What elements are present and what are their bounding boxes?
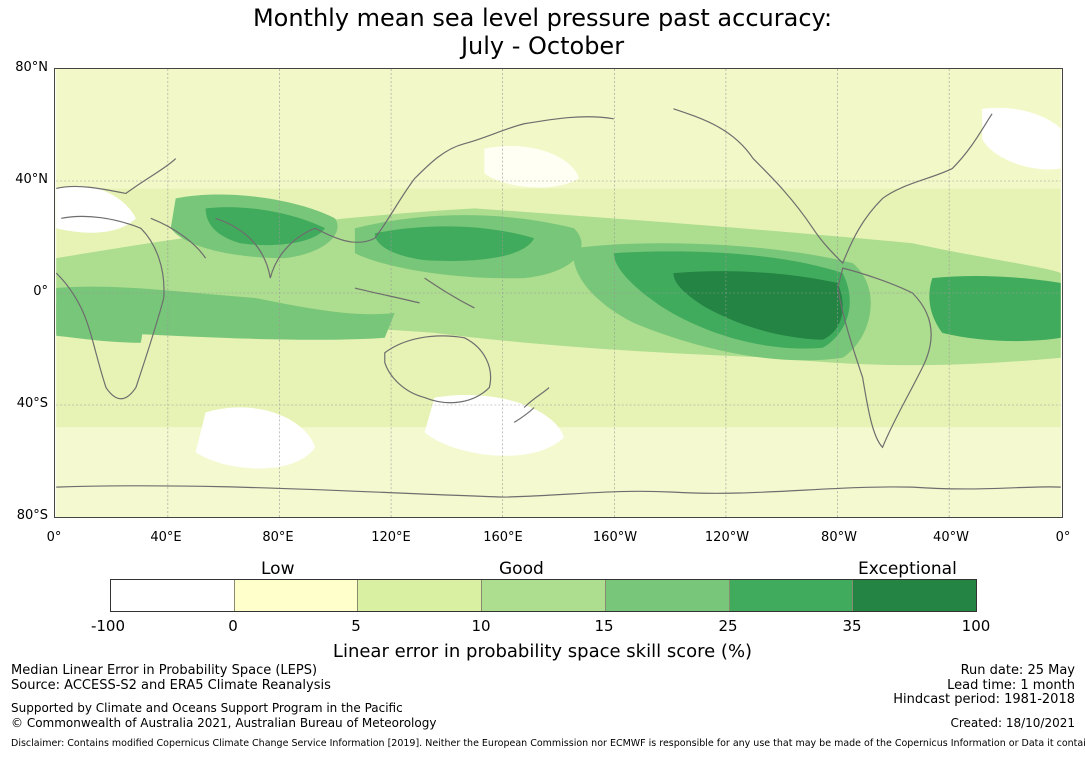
skill-map — [54, 68, 1063, 518]
colorbar-tick: 35 — [842, 617, 862, 635]
coast-australia — [384, 335, 492, 404]
colorbar-swatch-1 — [234, 580, 359, 611]
category-exceptional: Exceptional — [858, 559, 957, 579]
zone-white-1 — [195, 407, 316, 469]
lat-tick-0: 0° — [33, 284, 48, 299]
info-run-date: Run date: 25 May — [960, 663, 1075, 678]
colorbar-tick: 10 — [471, 617, 491, 635]
skill-map-canvas — [55, 69, 1061, 517]
zone-white-4 — [484, 145, 579, 188]
zone-white-5 — [982, 107, 1061, 170]
colorbar-swatch-5 — [729, 580, 854, 611]
lon-tick-40w: 40°W — [933, 530, 969, 545]
zone-light-north — [56, 69, 1061, 189]
skill-zones — [56, 69, 1061, 517]
coast-europe-africa — [55, 158, 177, 400]
map-title: Monthly mean sea level pressure past acc… — [0, 4, 1085, 60]
colorbar-swatch-6 — [853, 580, 977, 611]
lon-tick-80w: 80°W — [821, 530, 857, 545]
lon-tick-160w: 160°W — [592, 530, 638, 545]
coast-arabia-india — [150, 217, 316, 279]
lat-tick-40n: 40°N — [15, 172, 48, 187]
category-low: Low — [261, 559, 295, 579]
lon-tick-80e: 80°E — [262, 530, 294, 545]
zone-green-atlantic — [929, 276, 1061, 342]
lat-tick-80s: 80°S — [16, 508, 48, 523]
coast-east-asia — [314, 116, 614, 243]
info-supported: Supported by Climate and Oceans Support … — [11, 701, 403, 715]
lon-tick-120e: 120°E — [371, 530, 411, 545]
info-copyright: © Commonwealth of Australia 2021, Austra… — [11, 716, 437, 730]
colorbar-tick: -100 — [90, 617, 126, 635]
zone-darker-wpac — [374, 226, 535, 261]
lat-tick-80n: 80°N — [15, 60, 48, 75]
info-leps: Median Linear Error in Probability Space… — [11, 663, 318, 678]
info-created: Created: 18/10/2021 — [950, 716, 1075, 730]
lat-tick-40s: 40°S — [16, 396, 48, 411]
colorbar-swatch-2 — [358, 580, 483, 611]
info-source: Source: ACCESS-S2 and ERA5 Climate Reana… — [11, 678, 331, 693]
zone-darker-asia — [205, 207, 326, 246]
colorbar-tick: 100 — [961, 617, 991, 635]
coast-newzealand — [513, 387, 550, 423]
colorbar-tick: 5 — [351, 617, 361, 635]
lon-tick-0: 0° — [46, 530, 62, 545]
colorbar-swatch-4 — [605, 580, 730, 611]
colorbar-swatch-0 — [111, 580, 235, 611]
colorbar-swatch-3 — [482, 580, 606, 611]
coast-maritime — [354, 277, 475, 309]
info-hindcast: Hindcast period: 1981-2018 — [893, 692, 1075, 707]
lon-tick-120w: 120°W — [704, 530, 750, 545]
lon-tick-160e: 160°E — [483, 530, 523, 545]
colorbar — [110, 579, 977, 612]
colorbar-tick: 0 — [228, 617, 238, 635]
colorbar-tick: 15 — [594, 617, 614, 635]
disclaimer: Disclaimer: Contains modified Copernicus… — [11, 738, 1085, 749]
colorbar-label: Linear error in probability space skill … — [332, 641, 753, 662]
coast-antarctica — [56, 485, 1061, 498]
zone-exceptional-epac — [673, 271, 843, 340]
coastlines — [55, 108, 1061, 498]
graticule — [56, 69, 1061, 517]
title-line-2: July - October — [460, 32, 625, 60]
title-line-1: Monthly mean sea level pressure past acc… — [252, 4, 833, 32]
lon-tick-0-end: 0° — [1055, 530, 1071, 545]
info-lead-time: Lead time: 1 month — [947, 678, 1075, 693]
coast-south-america — [837, 267, 932, 449]
zone-white-2 — [424, 394, 564, 456]
lon-tick-40e: 40°E — [150, 530, 182, 545]
colorbar-tick: 25 — [718, 617, 738, 635]
category-good: Good — [499, 559, 544, 579]
coast-north-america — [673, 108, 993, 265]
zone-green-africa — [56, 301, 146, 343]
